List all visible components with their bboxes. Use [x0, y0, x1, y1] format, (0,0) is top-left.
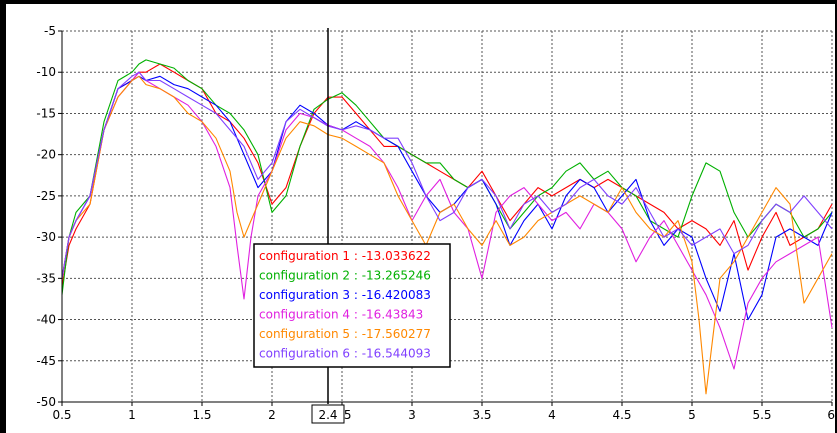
x-tick-label-6: 3.5: [472, 408, 491, 422]
series-line-configuration-5: [61, 75, 833, 395]
tooltip-row-configuration-2: configuration 2 : -13.265246: [259, 269, 431, 283]
x-tick-label-10: 5.5: [752, 408, 771, 422]
series-line-configuration-3: [61, 75, 833, 321]
x-tick-label-11: 6: [827, 408, 835, 422]
cursor-label-box: [311, 404, 345, 424]
x-tick-labels: 0.511.522.533.544.555.56: [52, 402, 835, 422]
y-tick-labels: -5 -10 -15 -20 -25 -30 -35 -40 -45 -50: [36, 24, 62, 409]
cursor-label-text: 2.4: [318, 408, 337, 422]
tooltip-box: [253, 243, 451, 368]
y-tick-label-6: -35: [36, 271, 56, 285]
x-tick-label-0: 0.5: [52, 408, 71, 422]
series-lines: [61, 59, 833, 395]
x-tick-label-5: 3: [408, 408, 416, 422]
x-tick-label-8: 4.5: [612, 408, 631, 422]
x-tick-label-1: 1: [128, 408, 136, 422]
y-tick-label-1: -10: [36, 65, 56, 79]
cursor-x-label: 2.4: [311, 404, 345, 424]
tooltip-row-configuration-4: configuration 4 : -16.43843: [259, 308, 423, 322]
y-tick-label-4: -25: [36, 189, 56, 203]
tooltip-row-configuration-6: configuration 6 : -16.544093: [259, 347, 431, 361]
y-tick-label-5: -30: [36, 230, 56, 244]
series-line-configuration-6: [61, 71, 833, 279]
tooltip-row-configuration-1: configuration 1 : -13.033622: [259, 249, 431, 263]
cursor-tooltip: configuration 1 : -13.033622 configuratio…: [253, 243, 451, 368]
x-tick-label-3: 2: [268, 408, 276, 422]
x-tick-label-2: 1.5: [192, 408, 211, 422]
tooltip-row-configuration-5: configuration 5 : -17.560277: [259, 327, 431, 341]
tooltip-rows: configuration 1 : -13.033622 configuratio…: [259, 249, 431, 361]
x-tick-label-7: 4: [548, 408, 556, 422]
x-tick-label-9: 5: [688, 408, 696, 422]
tooltip-row-configuration-3: configuration 3 : -16.420083: [259, 288, 431, 302]
y-tick-label-3: -20: [36, 148, 56, 162]
series-line-configuration-1: [61, 63, 833, 287]
series-line-configuration-2: [61, 59, 833, 295]
y-tick-label-8: -45: [36, 354, 56, 368]
y-tick-label-7: -40: [36, 313, 56, 327]
y-tick-label-0: -5: [44, 24, 56, 38]
y-tick-label-2: -15: [36, 106, 56, 120]
y-tick-label-9: -50: [36, 395, 56, 409]
